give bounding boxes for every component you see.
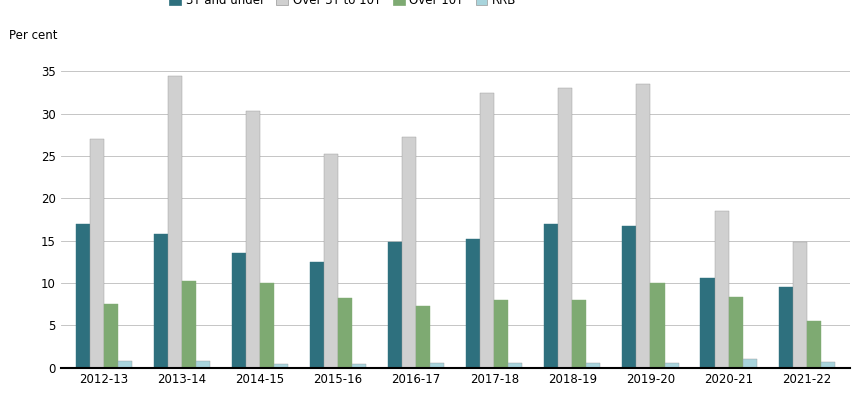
Bar [714,211,728,368]
Bar [508,363,522,368]
Bar [402,138,416,368]
Bar [388,242,402,368]
Bar [494,300,508,368]
Text: Per cent: Per cent [9,29,57,42]
Bar [480,93,494,368]
Bar [728,297,743,368]
Bar [182,280,196,368]
Bar [231,253,246,368]
Bar [118,361,132,368]
Bar [274,364,288,368]
Bar [352,364,366,368]
Bar [586,363,601,368]
Bar [636,84,650,368]
Bar [664,363,679,368]
Bar [260,283,274,368]
Bar [650,283,664,368]
Legend: 3Y and under, Over 3Y to 10Y, Over 10Y, RRB: 3Y and under, Over 3Y to 10Y, Over 10Y, … [169,0,517,8]
Bar [104,304,118,368]
Bar [75,224,89,368]
Bar [310,262,324,368]
Bar [338,298,352,368]
Bar [572,300,586,368]
Bar [416,306,430,368]
Bar [167,76,182,368]
Bar [806,321,821,368]
Bar [430,363,444,368]
Bar [153,234,167,368]
Bar [623,226,636,368]
Bar [792,242,806,368]
Bar [324,154,338,368]
Bar [558,88,572,368]
Bar [246,111,260,368]
Bar [821,362,835,368]
Bar [779,287,792,368]
Bar [466,239,480,368]
Bar [89,139,104,368]
Bar [196,361,210,368]
Bar [544,224,558,368]
Bar [743,359,757,368]
Bar [701,278,714,368]
